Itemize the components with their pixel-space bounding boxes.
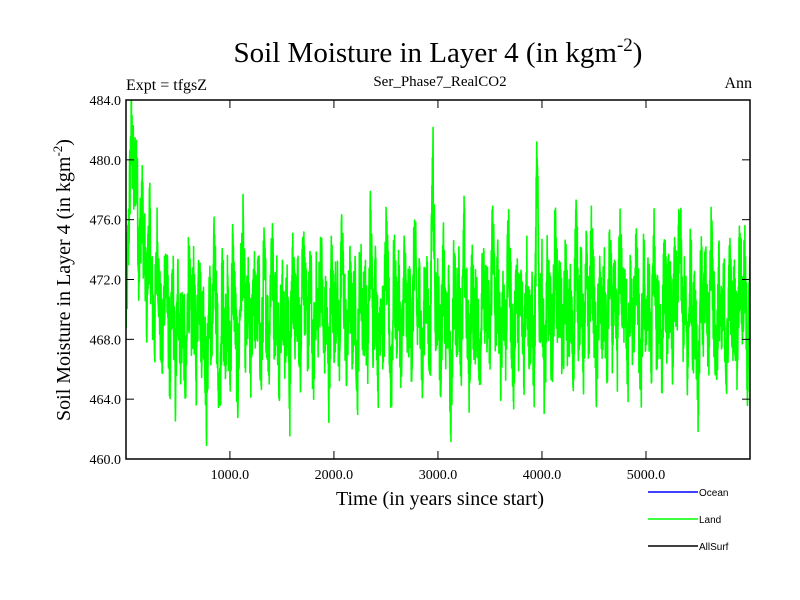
legend-ocean-label: Ocean	[699, 488, 728, 499]
x-tick-label: 1000.0	[211, 468, 250, 483]
series-line-land	[126, 100, 750, 447]
y-tick-label: 472.0	[90, 274, 122, 289]
x-tick-label: 2000.0	[315, 468, 354, 483]
legend-allsurf-label: AllSurf	[699, 542, 729, 553]
x-tick-label: 3000.0	[419, 468, 458, 483]
y-tick-label: 460.0	[90, 453, 122, 468]
y-tick-label: 464.0	[90, 393, 122, 408]
legend: Ocean Land AllSurf	[648, 488, 729, 553]
x-tick-label: 4000.0	[523, 468, 562, 483]
x-axis-label: Time (in years since start)	[336, 488, 544, 510]
y-tick-label: 484.0	[90, 94, 122, 109]
chart-title: Soil Moisture in Layer 4 (in kgm-2)	[234, 35, 643, 69]
y-axis-label: Soil Moisture in Layer 4 (in kgm-2)	[50, 139, 75, 421]
x-axis: 1000.0 2000.0 3000.0 4000.0 5000.0	[211, 100, 666, 483]
x-tick-label: 5000.0	[627, 468, 666, 483]
y-tick-label: 468.0	[90, 333, 122, 348]
legend-land-label: Land	[699, 515, 721, 526]
plot-area	[126, 100, 750, 447]
y-tick-label: 480.0	[90, 154, 122, 169]
subtitle-left: Expt = tfgsZ	[126, 77, 207, 94]
y-axis: 460.0 464.0 468.0 472.0 476.0 480.0 484.0	[90, 94, 750, 468]
subtitle-right: Ann	[724, 75, 752, 92]
y-tick-label: 476.0	[90, 214, 122, 229]
subtitle-center: Ser_Phase7_RealCO2	[373, 74, 506, 90]
